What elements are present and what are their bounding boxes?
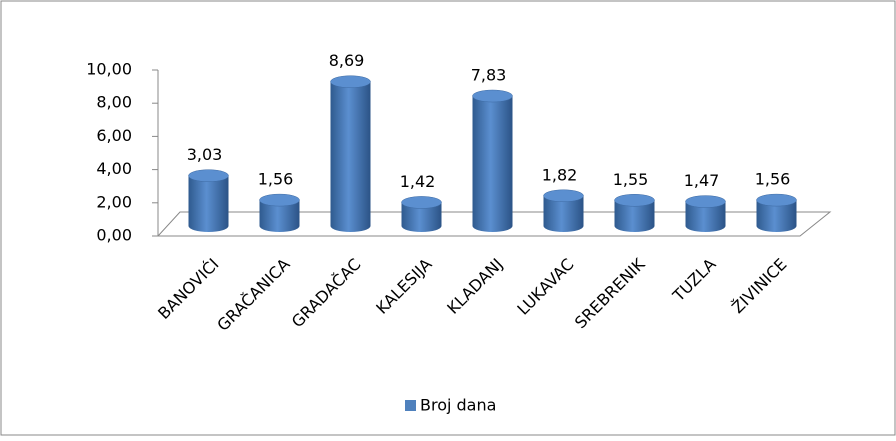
data-label: 1,42 [400, 172, 436, 191]
y-tick-label: 10,00 [86, 60, 132, 79]
data-label: 1,47 [684, 171, 720, 190]
bar-top [188, 169, 229, 182]
legend-swatch [405, 400, 416, 411]
bar [188, 175, 229, 226]
y-tick-label: 2,00 [96, 192, 132, 211]
data-label: 7,83 [471, 66, 507, 85]
bar [472, 96, 513, 226]
bar-top [401, 196, 442, 209]
bar-top [756, 193, 797, 207]
legend-label: Broj dana [420, 396, 496, 415]
y-tick-label: 8,00 [96, 93, 132, 112]
floor [156, 211, 832, 237]
y-tick-label: 6,00 [96, 126, 132, 145]
bar [401, 202, 442, 226]
data-label: 3,03 [187, 145, 223, 164]
bar-top [259, 193, 300, 207]
bar-top [543, 189, 584, 203]
bar-top [614, 194, 655, 207]
data-label: 8,69 [329, 51, 365, 70]
data-label: 1,56 [258, 170, 294, 189]
data-label: 1,56 [755, 170, 791, 189]
bar-top [472, 89, 513, 103]
data-label: 1,82 [542, 165, 578, 184]
y-tick-label: 0,00 [96, 226, 132, 245]
y-tick-label: 4,00 [96, 159, 132, 178]
bar-top [685, 195, 726, 208]
bar-top [330, 75, 371, 88]
data-label: 1,55 [613, 170, 649, 189]
bar [330, 81, 371, 226]
